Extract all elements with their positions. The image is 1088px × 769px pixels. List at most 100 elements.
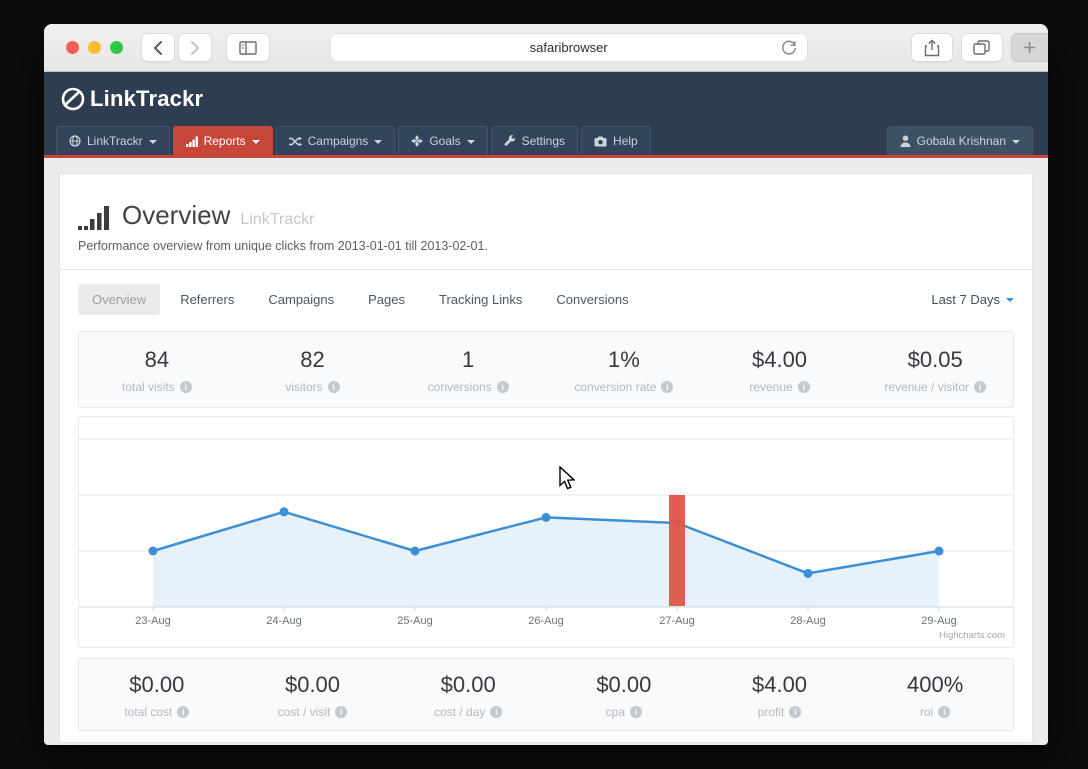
stat-conversions: 1 conversions (390, 332, 546, 407)
plus-icon (1024, 42, 1036, 53)
page-title-suffix: LinkTrackr (240, 211, 315, 228)
mouse-cursor (559, 466, 576, 490)
reload-button[interactable] (780, 39, 798, 57)
stat-label: roi (857, 705, 1013, 719)
stat-label-text: cost / visit (277, 705, 331, 719)
linktrackr-logo-icon (61, 87, 85, 111)
stat-value: 84 (144, 347, 170, 372)
page-title-row: Overview LinkTrackr (78, 200, 1014, 231)
info-icon[interactable] (789, 706, 802, 718)
nav-item-linktrackr[interactable]: LinkTrackr (56, 126, 170, 155)
date-range-selector[interactable]: Last 7 Days (931, 292, 1014, 307)
info-icon[interactable] (974, 381, 987, 393)
info-icon[interactable] (177, 706, 190, 718)
stat-label-text: total cost (124, 705, 173, 719)
info-icon[interactable] (661, 381, 674, 393)
info-icon[interactable] (335, 706, 348, 718)
tab-overview[interactable]: Overview (78, 284, 161, 315)
svg-text:29-Aug: 29-Aug (921, 615, 956, 627)
minimize-window-button[interactable] (88, 41, 101, 54)
nav-item-goals[interactable]: Goals (398, 126, 488, 155)
nav-item-reports[interactable]: Reports (172, 126, 273, 155)
stat-total-cost: $0.00 total cost (79, 659, 235, 730)
svg-text:27-Aug: 27-Aug (659, 615, 694, 627)
stat-value: 1 (462, 347, 475, 372)
tabs-icon (973, 40, 991, 55)
info-icon[interactable] (327, 381, 340, 393)
new-tab-button[interactable] (1010, 33, 1048, 62)
tab-referrers[interactable]: Referrers (180, 292, 235, 307)
nav-user-label: Gobala Krishnan (916, 134, 1006, 148)
globe-icon (69, 135, 81, 147)
safari-window: safaribrowser LinkTrack (44, 24, 1048, 745)
info-icon[interactable] (797, 381, 810, 393)
page-title-text: Overview (122, 200, 231, 230)
header-divider (60, 269, 1032, 270)
nav-user-menu[interactable]: Gobala Krishnan (886, 126, 1033, 155)
stat-revenue-visitor: $0.05 revenue / visitor (857, 332, 1013, 407)
reload-icon (781, 40, 796, 55)
wrench-icon (504, 135, 515, 146)
tab-pages[interactable]: Pages (368, 292, 406, 307)
back-button[interactable] (141, 33, 175, 62)
forward-button[interactable] (178, 33, 212, 62)
info-icon[interactable] (630, 706, 643, 718)
page-subtitle: Performance overview from unique clicks … (78, 239, 488, 253)
nav-label: LinkTrackr (87, 134, 143, 148)
close-window-button[interactable] (66, 41, 79, 54)
stat-profit: $4.00 profit (702, 659, 858, 730)
tab-conversions[interactable]: Conversions (556, 292, 629, 307)
address-bar[interactable]: safaribrowser (329, 33, 808, 62)
stat-label-text: roi (920, 705, 934, 719)
tab-campaigns[interactable]: Campaigns (268, 292, 335, 307)
stat-label: revenue (702, 380, 858, 394)
nav-label: Reports (203, 134, 246, 148)
stat-value: 400% (907, 672, 964, 697)
traffic-lights (66, 41, 123, 54)
overview-card: Overview LinkTrackr Performance overview … (60, 174, 1032, 742)
highcharts-credits[interactable]: Highcharts.com (939, 630, 1005, 641)
stat-conversion-rate: 1% conversion rate (546, 332, 702, 407)
zoom-window-button[interactable] (110, 41, 123, 54)
shuffle-icon (288, 136, 302, 146)
sidebar-toggle-button[interactable] (226, 33, 270, 62)
chevron-down-icon (251, 139, 260, 144)
stat-value: $0.00 (129, 672, 185, 697)
page-body: Overview LinkTrackr Performance overview … (44, 158, 1048, 742)
stat-label: total visits (79, 380, 235, 394)
stat-label-text: cpa (605, 705, 626, 719)
info-icon[interactable] (490, 706, 503, 718)
stat-value: 1% (607, 347, 640, 372)
nav-item-campaigns[interactable]: Campaigns (275, 126, 396, 155)
nav-item-settings[interactable]: Settings (490, 126, 579, 155)
info-icon[interactable] (938, 706, 951, 718)
stat-label-text: cost / day (434, 705, 486, 719)
svg-text:23-Aug: 23-Aug (135, 615, 170, 627)
nav-label: Campaigns (307, 134, 369, 148)
overview-chart[interactable]: 23-Aug 24-Aug 25-Aug 26-Aug 27-Aug 28-Aug 29-A… (79, 417, 1013, 647)
site-header: LinkTrackr (44, 72, 1048, 126)
stat-label-text: revenue (749, 380, 793, 394)
stat-cpa: $0.00 cpa (546, 659, 702, 730)
svg-text:26-Aug: 26-Aug (528, 615, 563, 627)
nav-buttons (141, 33, 212, 62)
nav-item-help[interactable]: Help (581, 126, 651, 155)
stat-label-text: conversion rate (574, 380, 657, 394)
tab-tracking-links[interactable]: Tracking Links (439, 292, 523, 307)
brand-logo-text: LinkTrackr (90, 86, 204, 111)
stat-label: revenue / visitor (857, 380, 1013, 394)
brand-logo[interactable]: LinkTrackr (60, 86, 203, 112)
share-button[interactable] (910, 33, 953, 62)
stat-value: $0.00 (596, 672, 652, 697)
chevron-down-icon (466, 139, 475, 144)
info-icon[interactable] (496, 381, 509, 393)
chevron-down-icon (148, 139, 157, 144)
forward-icon (191, 40, 200, 55)
stat-total-visits: 84 total visits (79, 332, 235, 407)
tab-overview-button[interactable] (960, 33, 1003, 62)
sidebar-icon (239, 40, 257, 55)
nav-label: Help (613, 134, 638, 148)
chevron-down-icon (1006, 297, 1014, 302)
svg-text:25-Aug: 25-Aug (397, 615, 432, 627)
info-icon[interactable] (179, 381, 192, 393)
